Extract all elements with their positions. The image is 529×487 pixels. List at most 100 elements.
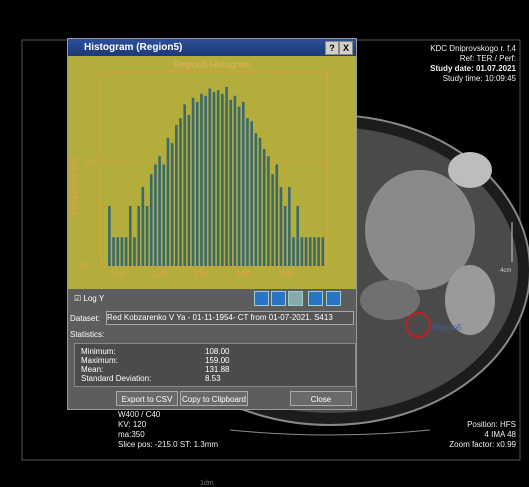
roi-label: Region5 [432, 323, 462, 332]
overlay-text: W400 / C40 [118, 410, 161, 419]
overlay-text: 4 IMA 48 [484, 430, 516, 439]
bar [166, 137, 170, 266]
overlay-text: Position: HFS [467, 420, 516, 429]
statistics-label: Statistics: [70, 330, 105, 339]
bar [308, 237, 312, 266]
bar [271, 174, 274, 266]
bar [120, 237, 124, 266]
overlay-text: Slice pos: -215.0 ST: 1.3mm [118, 440, 219, 449]
bar [296, 206, 300, 266]
bar [212, 91, 216, 266]
bar [267, 156, 270, 266]
bar [254, 133, 258, 266]
overlay-text: ma:350 [118, 430, 145, 439]
stat-value: 8.53 [205, 374, 221, 383]
help-button[interactable]: ? [325, 41, 339, 55]
histogram-dialog: Histogram (Region5) ? X Region5 Histogra… [67, 38, 357, 410]
dataset-value: Red Kobzarenko V Ya - 01-11-1954- CT fro… [107, 313, 333, 322]
bar [116, 237, 120, 266]
settings-button[interactable] [326, 291, 341, 306]
bar [179, 118, 182, 266]
bar [304, 237, 308, 266]
stat-value: 159.00 [205, 356, 230, 365]
bar [191, 97, 195, 266]
stat-name: Minimum: [81, 347, 116, 356]
log-y-checkbox[interactable]: ☑ Log Y [74, 294, 105, 303]
bar [288, 187, 291, 266]
y-axis-label: Frequency Pct [69, 156, 79, 215]
organ [448, 152, 492, 188]
dataset-select[interactable]: Red Kobzarenko V Ya - 01-11-1954- CT fro… [106, 311, 354, 325]
bar [204, 95, 207, 266]
save-button[interactable] [308, 291, 323, 306]
overlay-info: KDC Dniprovskogo r. f.4 Ref: TER / Perf:… [430, 44, 516, 84]
bar [262, 149, 266, 266]
bar [108, 206, 111, 266]
roi[interactable] [405, 312, 431, 338]
y-tick-label: 10⁻¹ [80, 260, 98, 270]
pan-button[interactable] [271, 291, 286, 306]
bar [246, 118, 249, 266]
bar [162, 164, 166, 266]
bar [292, 237, 295, 266]
bar [170, 143, 174, 266]
bar [200, 93, 203, 266]
y-tick-label: 10⁰ [84, 157, 98, 167]
reset-button[interactable] [254, 291, 269, 306]
bar [300, 237, 304, 266]
overlay-text: Zoom factor: x0.99 [449, 440, 516, 449]
x-tick-label: 110 [111, 268, 125, 278]
chart-title: Region5 Histogram [173, 59, 250, 69]
stat-value: 108.00 [205, 347, 230, 356]
dialog-title: Histogram (Region5) [84, 42, 183, 53]
overlay-text: Study time: 10:09:45 [442, 74, 516, 83]
overlay-info: Position: HFS 4 IMA 48 Zoom factor: x0.9… [449, 420, 516, 450]
bar [313, 237, 316, 266]
bar [195, 101, 199, 266]
bar [279, 187, 283, 266]
x-tick-label: 120 [152, 268, 167, 278]
stat-name: Standard Deviation: [81, 374, 152, 383]
close-button[interactable]: Close [290, 391, 352, 406]
export-button[interactable]: Export to CSV [116, 391, 178, 406]
bar [275, 164, 279, 266]
bar [137, 206, 140, 266]
organ [445, 265, 495, 335]
dataset-label: Dataset: [70, 314, 100, 323]
bar [128, 206, 132, 266]
bar [317, 237, 320, 266]
scale-label: 4cm [500, 268, 511, 274]
bar [208, 88, 212, 266]
bar [229, 99, 233, 266]
close-icon[interactable]: X [339, 41, 353, 55]
plot-background [68, 56, 356, 289]
bar [183, 104, 187, 266]
bar [241, 101, 245, 266]
bar [216, 90, 220, 266]
bar [187, 115, 191, 266]
bar [158, 156, 161, 266]
copy-button[interactable]: Copy to Clipboard [180, 391, 248, 406]
bar [237, 106, 241, 266]
overlay-text: Study date: 01.07.2021 [430, 64, 516, 73]
x-tick-label: 150 [278, 268, 293, 278]
overlay-text: KDC Dniprovskogo r. f.4 [430, 44, 516, 53]
bar [133, 237, 136, 266]
bar [149, 174, 153, 266]
bar [112, 237, 115, 266]
overlay-text: KV: 120 [118, 420, 147, 429]
zoom-button[interactable] [288, 291, 303, 306]
checkbox-label: Log Y [83, 294, 105, 303]
table-line [229, 429, 431, 436]
bar [321, 237, 325, 266]
x-tick-label: 130 [194, 268, 209, 278]
stat-value: 131.88 [205, 365, 230, 374]
title-bar: Histogram (Region5) ? X [68, 39, 356, 56]
overlay-text: Ref: TER / Perf: [459, 54, 516, 63]
bar [233, 95, 237, 266]
chart: Region5 Histogram Frequency Pct 10⁻¹ 10⁰ 1… [68, 56, 356, 289]
bar [145, 206, 149, 266]
organ [365, 170, 475, 290]
x-tick-label: 140 [236, 268, 251, 278]
